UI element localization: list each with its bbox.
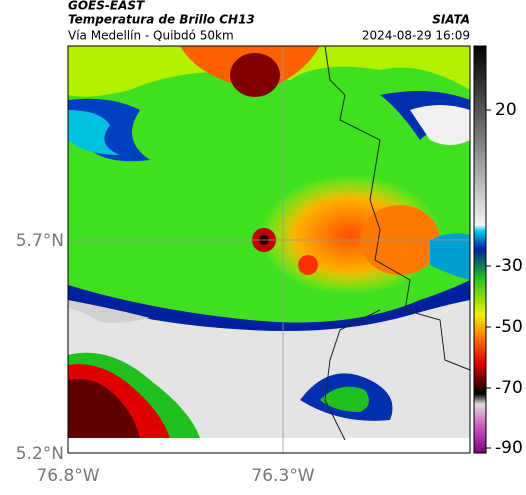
colorbar-tick-label: -90: [495, 438, 523, 458]
colorbar-tick-label: 20: [495, 100, 517, 120]
colorbar-ticks: 20 -30 -50 -70 -90: [486, 100, 523, 458]
colorbar-tick-label: -70: [495, 378, 523, 398]
subtitle: Vía Medellín - Quibdó 50km: [68, 29, 234, 43]
lon-label: 76.8°W: [36, 466, 99, 486]
colorbar-tick-label: -50: [495, 317, 523, 337]
colorbar: [473, 45, 487, 454]
lat-label: 5.2°N: [16, 444, 64, 464]
title: Temperatura de Brillo CH13: [68, 13, 255, 27]
map-image: [67, 45, 471, 454]
colorbar-tick-label: -30: [495, 256, 523, 276]
lat-label: 5.7°N: [16, 231, 64, 251]
timestamp: 2024-08-29 16:09: [362, 29, 470, 43]
source: GOES-EAST: [68, 0, 145, 13]
org: SIATA: [432, 13, 470, 27]
lon-label: 76.3°W: [251, 466, 314, 486]
